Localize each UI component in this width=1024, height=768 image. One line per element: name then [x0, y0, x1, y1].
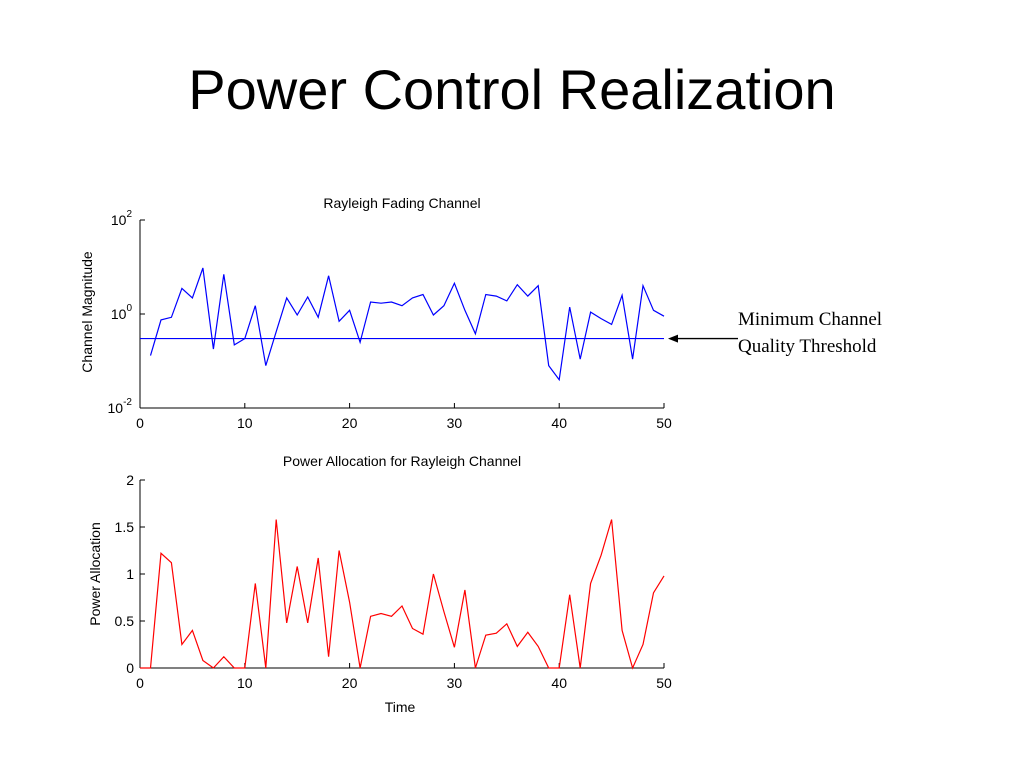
chart2-y-tick-label: 0 [126, 660, 134, 676]
threshold-arrow [668, 334, 738, 343]
annotation-line-2: Quality Threshold [738, 336, 877, 357]
chart1-y-tick-label: 102 [111, 209, 133, 228]
chart1-x-tick-label: 50 [656, 415, 672, 431]
slide-title: Power Control Realization [188, 58, 836, 121]
chart1-y-tick-label: 100 [111, 303, 133, 322]
chart2-series-line [140, 519, 665, 670]
chart2-x-tick-label: 0 [136, 675, 144, 691]
chart2-x-tick-label: 10 [237, 675, 253, 691]
rayleigh-fading-chart: Rayleigh Fading Channel Channel Magnitud… [79, 195, 672, 431]
threshold-annotation: Minimum Channel Quality Threshold [738, 306, 882, 360]
chart2-y-tick-label: 1.5 [115, 519, 135, 535]
chart2-y-axis-label: Power Allocation [87, 522, 103, 626]
chart1-x-tick-label: 10 [237, 415, 253, 431]
chart1-x-tick-label: 0 [136, 415, 144, 431]
chart2-y-tick-label: 0.5 [115, 613, 135, 629]
chart2-y-tick-label: 2 [126, 472, 134, 488]
chart2-x-tick-label: 20 [342, 675, 358, 691]
chart2-y-tick-label: 1 [126, 566, 134, 582]
chart1-x-tick-label: 20 [342, 415, 358, 431]
chart1-x-tick-label: 30 [447, 415, 463, 431]
chart2-title: Power Allocation for Rayleigh Channel [283, 453, 521, 469]
annotation-line-1: Minimum Channel [738, 309, 883, 330]
chart1-x-tick-label: 40 [551, 415, 567, 431]
chart1-y-tick-label: 10-2 [108, 397, 133, 416]
power-allocation-chart: Power Allocation for Rayleigh Channel Po… [87, 453, 672, 715]
chart1-title: Rayleigh Fading Channel [323, 195, 480, 211]
chart2-x-tick-label: 40 [551, 675, 567, 691]
chart2-x-axis-label: Time [385, 699, 416, 715]
chart1-y-axis-label: Channel Magnitude [79, 251, 95, 373]
chart2-x-tick-label: 50 [656, 675, 672, 691]
arrow-head [668, 334, 678, 343]
chart2-x-tick-label: 30 [447, 675, 463, 691]
chart1-series-line [149, 267, 665, 382]
